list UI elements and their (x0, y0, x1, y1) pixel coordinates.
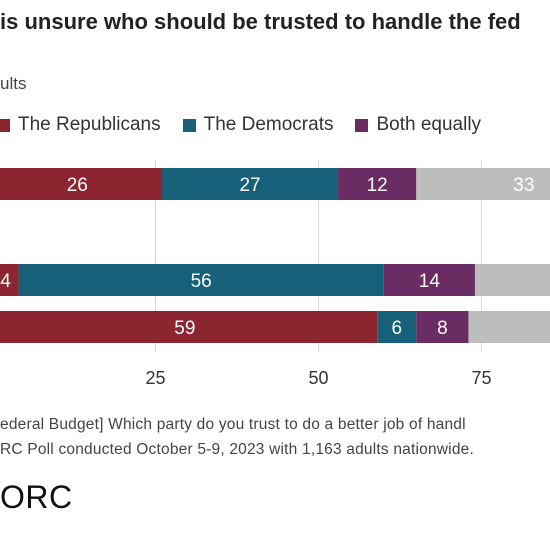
stacked-bar-chart: 2627123345614259682255075 (0, 160, 550, 388)
bar-data-label: 56 (191, 271, 212, 292)
bar-segment (162, 168, 339, 200)
bar-data-label: 12 (367, 175, 388, 196)
chart-legend: The Republicans The Democrats Both equal… (0, 113, 503, 137)
legend-swatch-both (355, 118, 369, 132)
chart-subtitle: ults (0, 74, 27, 93)
org-logo: ORC (0, 479, 73, 515)
legend-swatch-republicans (0, 118, 10, 132)
legend-item-democrats: The Democrats (182, 114, 334, 136)
bar-data-label: 14 (419, 271, 441, 292)
bar-segment (18, 264, 384, 296)
legend-label-republicans: The Republicans (18, 114, 161, 135)
bar-data-label: 59 (174, 318, 195, 339)
bar-segment (468, 311, 550, 343)
bar-data-label: 27 (239, 175, 260, 196)
bar-segment (338, 168, 417, 200)
bar-data-label: 33 (513, 175, 534, 196)
x-tick-label: 25 (145, 368, 165, 388)
bar-segment (383, 264, 475, 296)
bar-segment (0, 264, 19, 296)
legend-swatch-democrats (182, 118, 196, 132)
x-tick-label: 50 (308, 368, 328, 388)
chart-title: is unsure who should be trusted to handl… (0, 9, 521, 34)
bar-segment (0, 311, 378, 343)
legend-label-both: Both equally (376, 114, 482, 135)
legend-item-republicans: The Republicans (0, 114, 161, 136)
bar-data-label: 4 (0, 271, 11, 292)
bar-data-label: 6 (391, 318, 402, 339)
poll-source-note: RC Poll conducted October 5-9, 2023 with… (0, 441, 474, 458)
bar-segment (377, 311, 417, 343)
bar-segment (474, 264, 550, 296)
question-note: ederal Budget] Which party do you trust … (0, 416, 466, 433)
bar-segment (416, 168, 550, 200)
legend-label-democrats: The Democrats (203, 114, 334, 135)
bar-segment (0, 168, 163, 200)
bar-segment (416, 311, 469, 343)
bar-data-label: 8 (437, 318, 448, 339)
x-tick-label: 75 (471, 368, 491, 388)
legend-item-both: Both equally (355, 114, 481, 136)
bar-data-label: 26 (67, 175, 88, 196)
